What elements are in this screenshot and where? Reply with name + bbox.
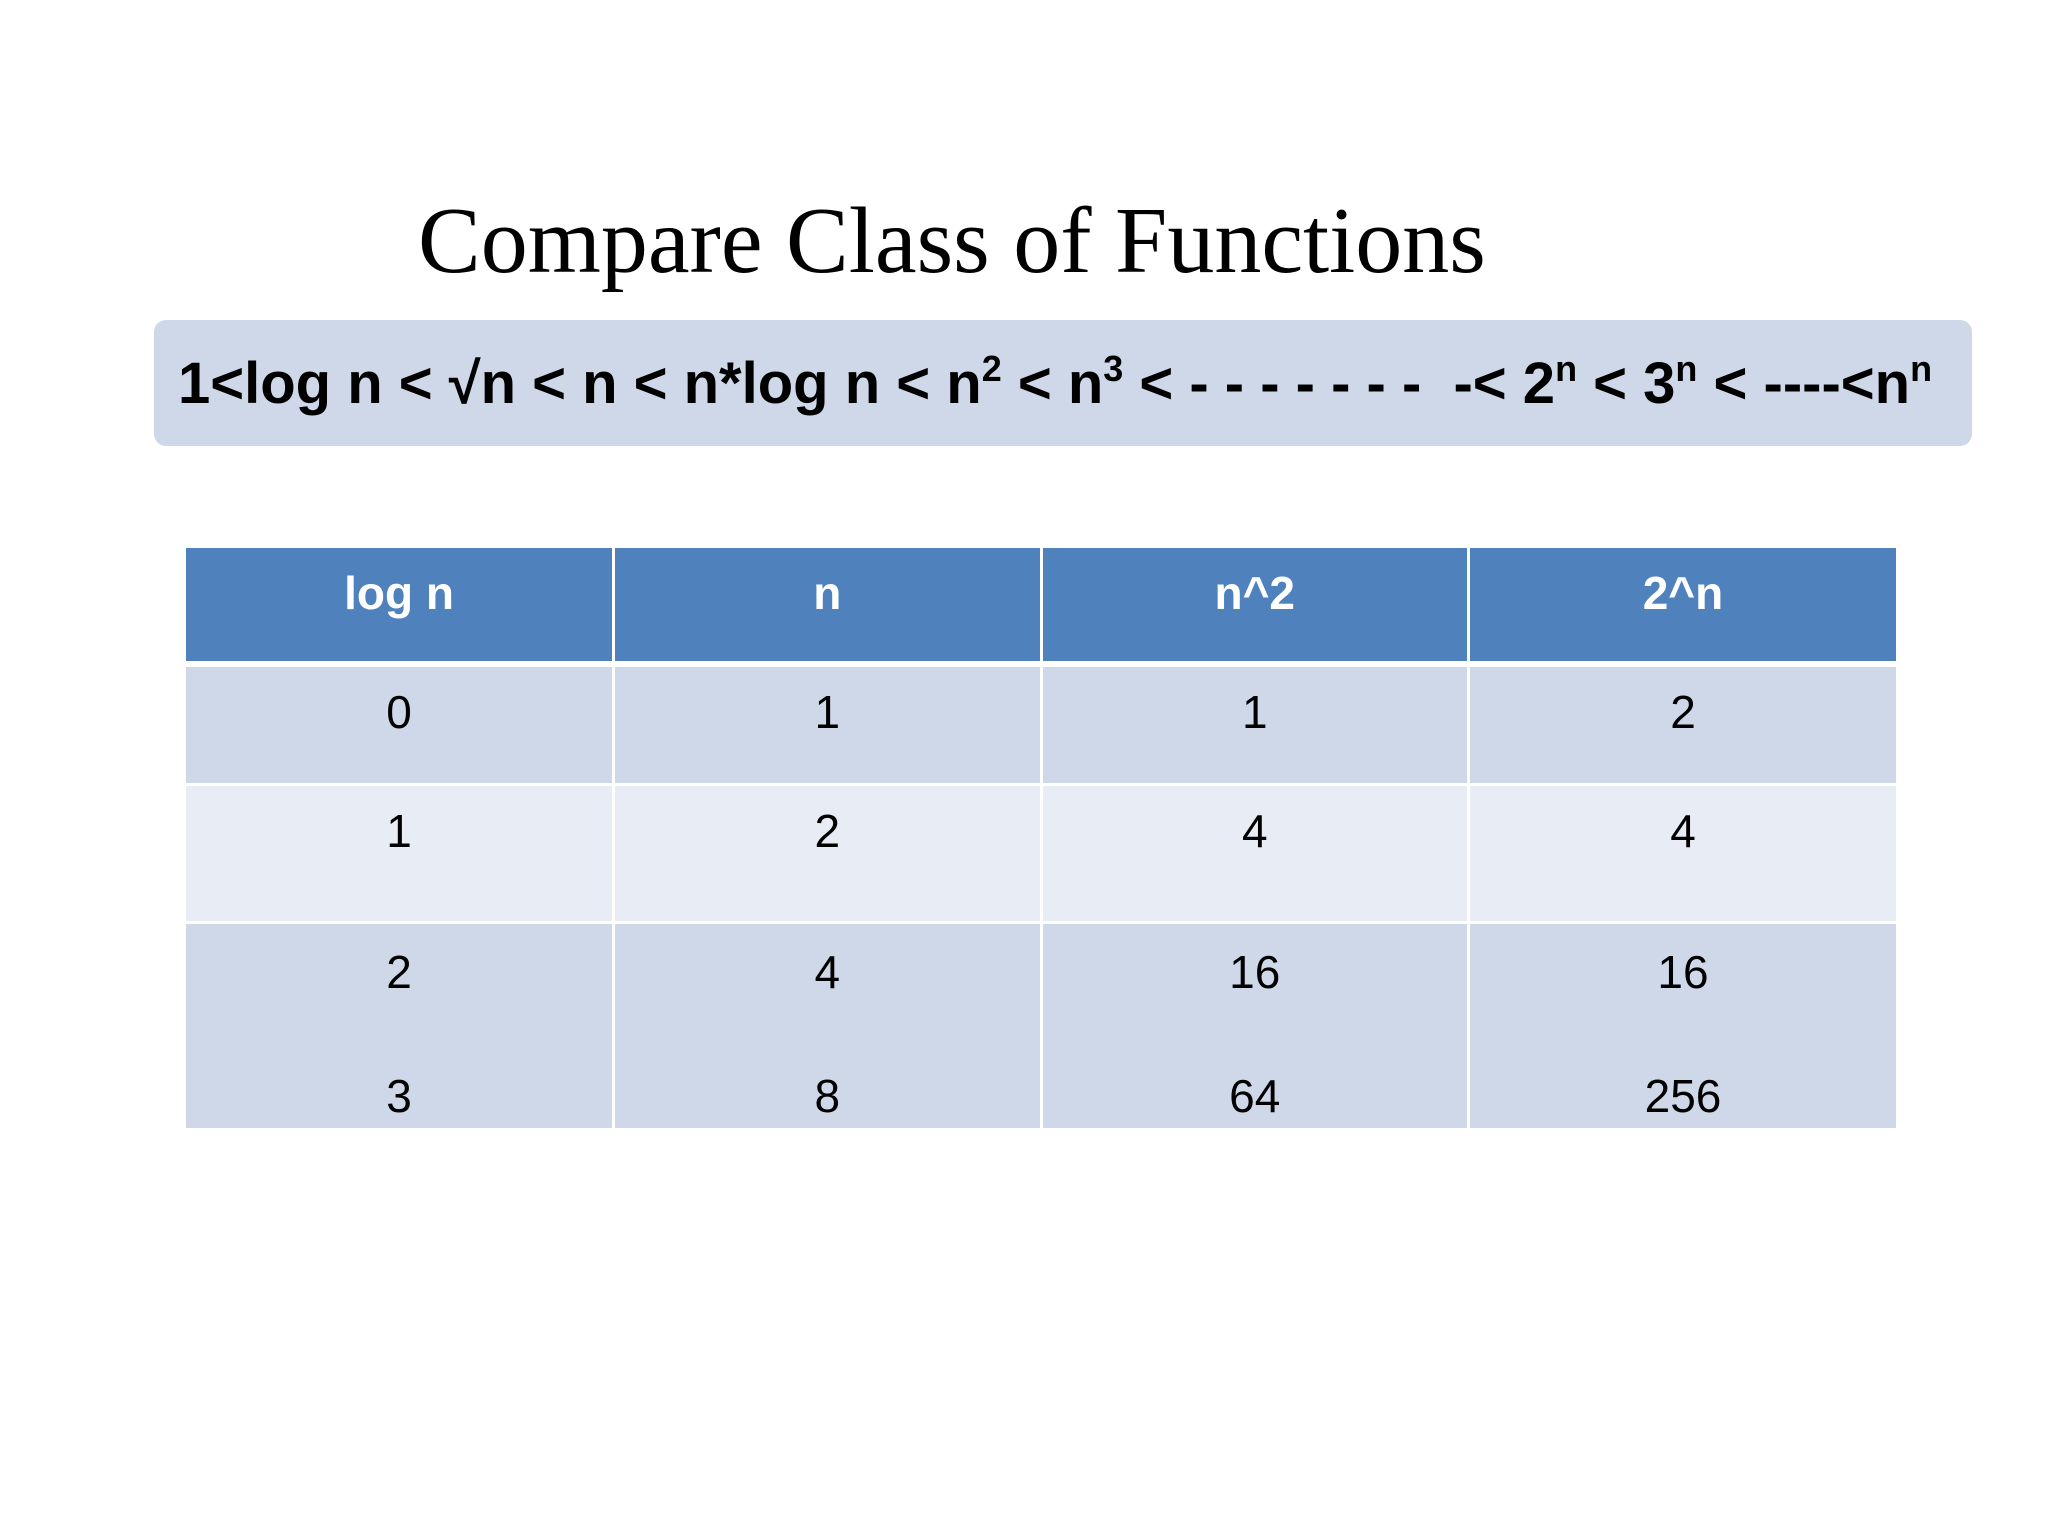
header-n: n (612, 548, 1043, 667)
table-cell: 1 (1039, 664, 1470, 786)
cell-value: 64 (1229, 1069, 1281, 1122)
table-cell: 16 256 (1467, 922, 1896, 1128)
growth-order-text: < - - - - - - - -< 2 (1123, 350, 1556, 416)
cell-value: 8 (814, 1069, 841, 1122)
growth-order-exponent: 2 (981, 347, 1002, 389)
growth-order-exponent: 3 (1103, 347, 1124, 389)
growth-order-exponent: n (1675, 347, 1698, 389)
table-cell: 4 (1039, 784, 1470, 924)
header-log-n: log n (186, 548, 615, 667)
table-row: 1 2 4 4 (186, 784, 1896, 924)
growth-order-segment: < 3n (1577, 350, 1697, 417)
cell-value: 16 (1229, 945, 1281, 998)
growth-order-text: < n (1001, 350, 1104, 416)
table-row: 0 1 1 2 (186, 664, 1896, 786)
growth-order-segment: < ----<nn (1697, 347, 1933, 417)
growth-order-text: < 3 (1577, 350, 1676, 416)
growth-order-text: 1<log n < √n < n < n*log n < n (178, 350, 982, 416)
table-cell: 16 64 (1039, 922, 1470, 1128)
table-cell: 0 (186, 664, 615, 786)
growth-order-segment: 1<log n < √n < n < n*log n < n2 (178, 350, 1002, 417)
table-header-row: log n n n^2 2^n (186, 548, 1896, 667)
growth-order-box: 1<log n < √n < n < n*log n < n2 < n3 < -… (154, 320, 1972, 446)
growth-order-text: < ----<n (1697, 350, 1911, 416)
growth-order-exponent: n (1910, 347, 1933, 389)
cell-value: 4 (814, 945, 841, 998)
table-cell: 2 (1467, 664, 1896, 786)
growth-order-segment: < n3 (1001, 347, 1124, 417)
cell-value: 256 (1644, 1069, 1722, 1122)
growth-order-exponent: n (1555, 347, 1578, 389)
slide-title: Compare Class of Functions (418, 189, 1486, 293)
table-cell: 4 (1467, 784, 1896, 924)
cell-value: 16 (1657, 945, 1709, 998)
cell-value: 2 (386, 945, 412, 998)
header-n-squared: n^2 (1039, 548, 1470, 667)
header-two-pow-n: 2^n (1467, 548, 1896, 667)
table-cell: 1 (612, 664, 1043, 786)
table-cell: 2 (612, 784, 1043, 924)
cell-value: 3 (386, 1069, 412, 1122)
growth-order-segment: < - - - - - - - -< 2n (1123, 350, 1577, 417)
table-cell: 1 (186, 784, 615, 924)
